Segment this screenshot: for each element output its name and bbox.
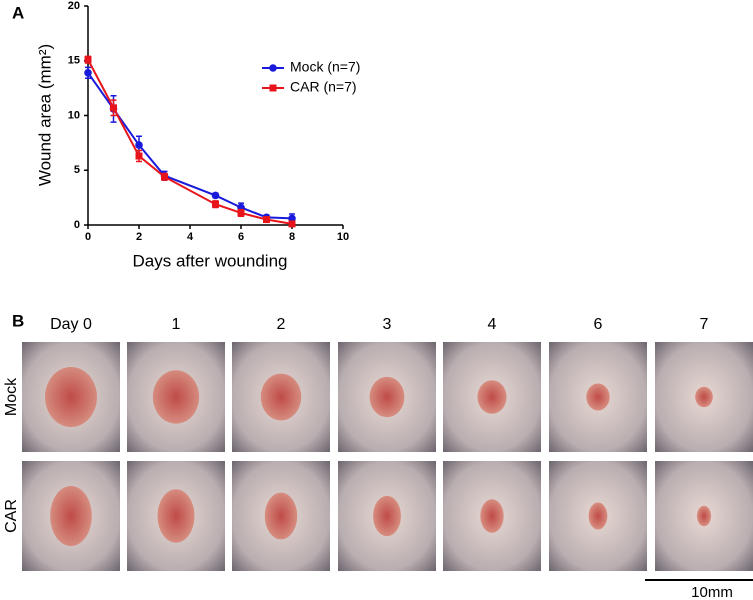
y-tick-label: 10 [68, 109, 80, 121]
wound [586, 383, 610, 411]
column-label: 2 [277, 316, 286, 333]
row-label: Mock [3, 377, 20, 416]
wound [373, 495, 401, 537]
series-line [87, 72, 293, 220]
marker [135, 141, 143, 149]
legend-label: Mock (n=7) [290, 59, 360, 75]
x-axis-label: Days after wounding [133, 251, 288, 270]
marker [161, 173, 168, 181]
marker [84, 56, 92, 64]
marker [84, 68, 92, 77]
wound [152, 370, 200, 424]
marker [237, 209, 245, 217]
column-label: 1 [172, 316, 181, 333]
marker [135, 152, 143, 160]
wound [480, 499, 504, 533]
y-tick-label: 0 [74, 219, 80, 231]
wound [695, 386, 713, 408]
wound [45, 367, 97, 427]
column-label: Day 0 [50, 316, 92, 333]
wound [369, 376, 405, 418]
marker [110, 104, 117, 112]
row-label: CAR [3, 499, 20, 533]
x-tick-label: 10 [337, 231, 349, 243]
marker [212, 200, 219, 208]
y-tick-label: 20 [68, 0, 80, 12]
wound [696, 505, 712, 527]
wound [264, 492, 298, 540]
x-tick-label: 2 [136, 231, 142, 243]
panel-label: B [12, 311, 24, 330]
series-line [87, 59, 293, 225]
x-tick-label: 6 [238, 231, 244, 243]
x-tick-label: 8 [289, 231, 295, 243]
column-label: 7 [700, 316, 709, 333]
legend-marker [269, 64, 277, 72]
wound [477, 380, 507, 414]
x-tick-label: 4 [187, 231, 194, 243]
column-label: 6 [594, 316, 603, 333]
marker [263, 216, 270, 224]
y-tick-label: 15 [68, 55, 80, 67]
wound [157, 489, 195, 543]
marker [288, 214, 296, 223]
legend-label: CAR (n=7) [290, 79, 357, 95]
scale-bar-label: 10mm [691, 584, 733, 600]
panel-label: A [12, 3, 24, 22]
marker [288, 220, 296, 228]
wound [588, 502, 608, 530]
wound [260, 373, 302, 421]
column-label: 4 [488, 316, 497, 333]
column-label: 3 [383, 316, 392, 333]
y-axis-label: Wound area (mm²) [35, 44, 54, 186]
x-tick-label: 0 [85, 231, 91, 243]
wound [50, 486, 92, 546]
y-tick-label: 5 [74, 164, 80, 176]
marker [211, 191, 220, 200]
legend-marker [269, 84, 277, 92]
